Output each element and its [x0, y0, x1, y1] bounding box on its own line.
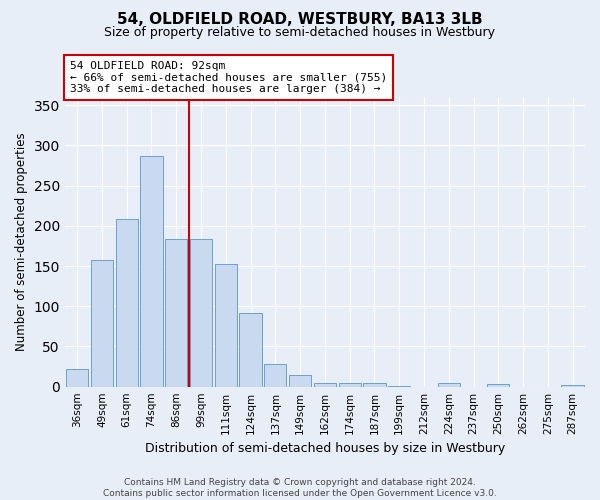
Bar: [264, 364, 286, 386]
Bar: [562, 385, 584, 386]
Text: 54, OLDFIELD ROAD, WESTBURY, BA13 3LB: 54, OLDFIELD ROAD, WESTBURY, BA13 3LB: [117, 12, 483, 28]
Text: Size of property relative to semi-detached houses in Westbury: Size of property relative to semi-detach…: [104, 26, 496, 39]
Bar: [140, 156, 163, 386]
Bar: [363, 384, 386, 386]
Bar: [215, 264, 237, 386]
X-axis label: Distribution of semi-detached houses by size in Westbury: Distribution of semi-detached houses by …: [145, 442, 505, 455]
Bar: [289, 376, 311, 386]
Bar: [91, 260, 113, 386]
Bar: [437, 382, 460, 386]
Bar: [190, 238, 212, 386]
Bar: [314, 382, 336, 386]
Bar: [165, 238, 187, 386]
Bar: [239, 314, 262, 386]
Bar: [66, 369, 88, 386]
Bar: [338, 384, 361, 386]
Text: Contains HM Land Registry data © Crown copyright and database right 2024.
Contai: Contains HM Land Registry data © Crown c…: [103, 478, 497, 498]
Bar: [487, 384, 509, 386]
Bar: [116, 218, 138, 386]
Text: 54 OLDFIELD ROAD: 92sqm
← 66% of semi-detached houses are smaller (755)
33% of s: 54 OLDFIELD ROAD: 92sqm ← 66% of semi-de…: [70, 61, 387, 94]
Y-axis label: Number of semi-detached properties: Number of semi-detached properties: [15, 132, 28, 351]
